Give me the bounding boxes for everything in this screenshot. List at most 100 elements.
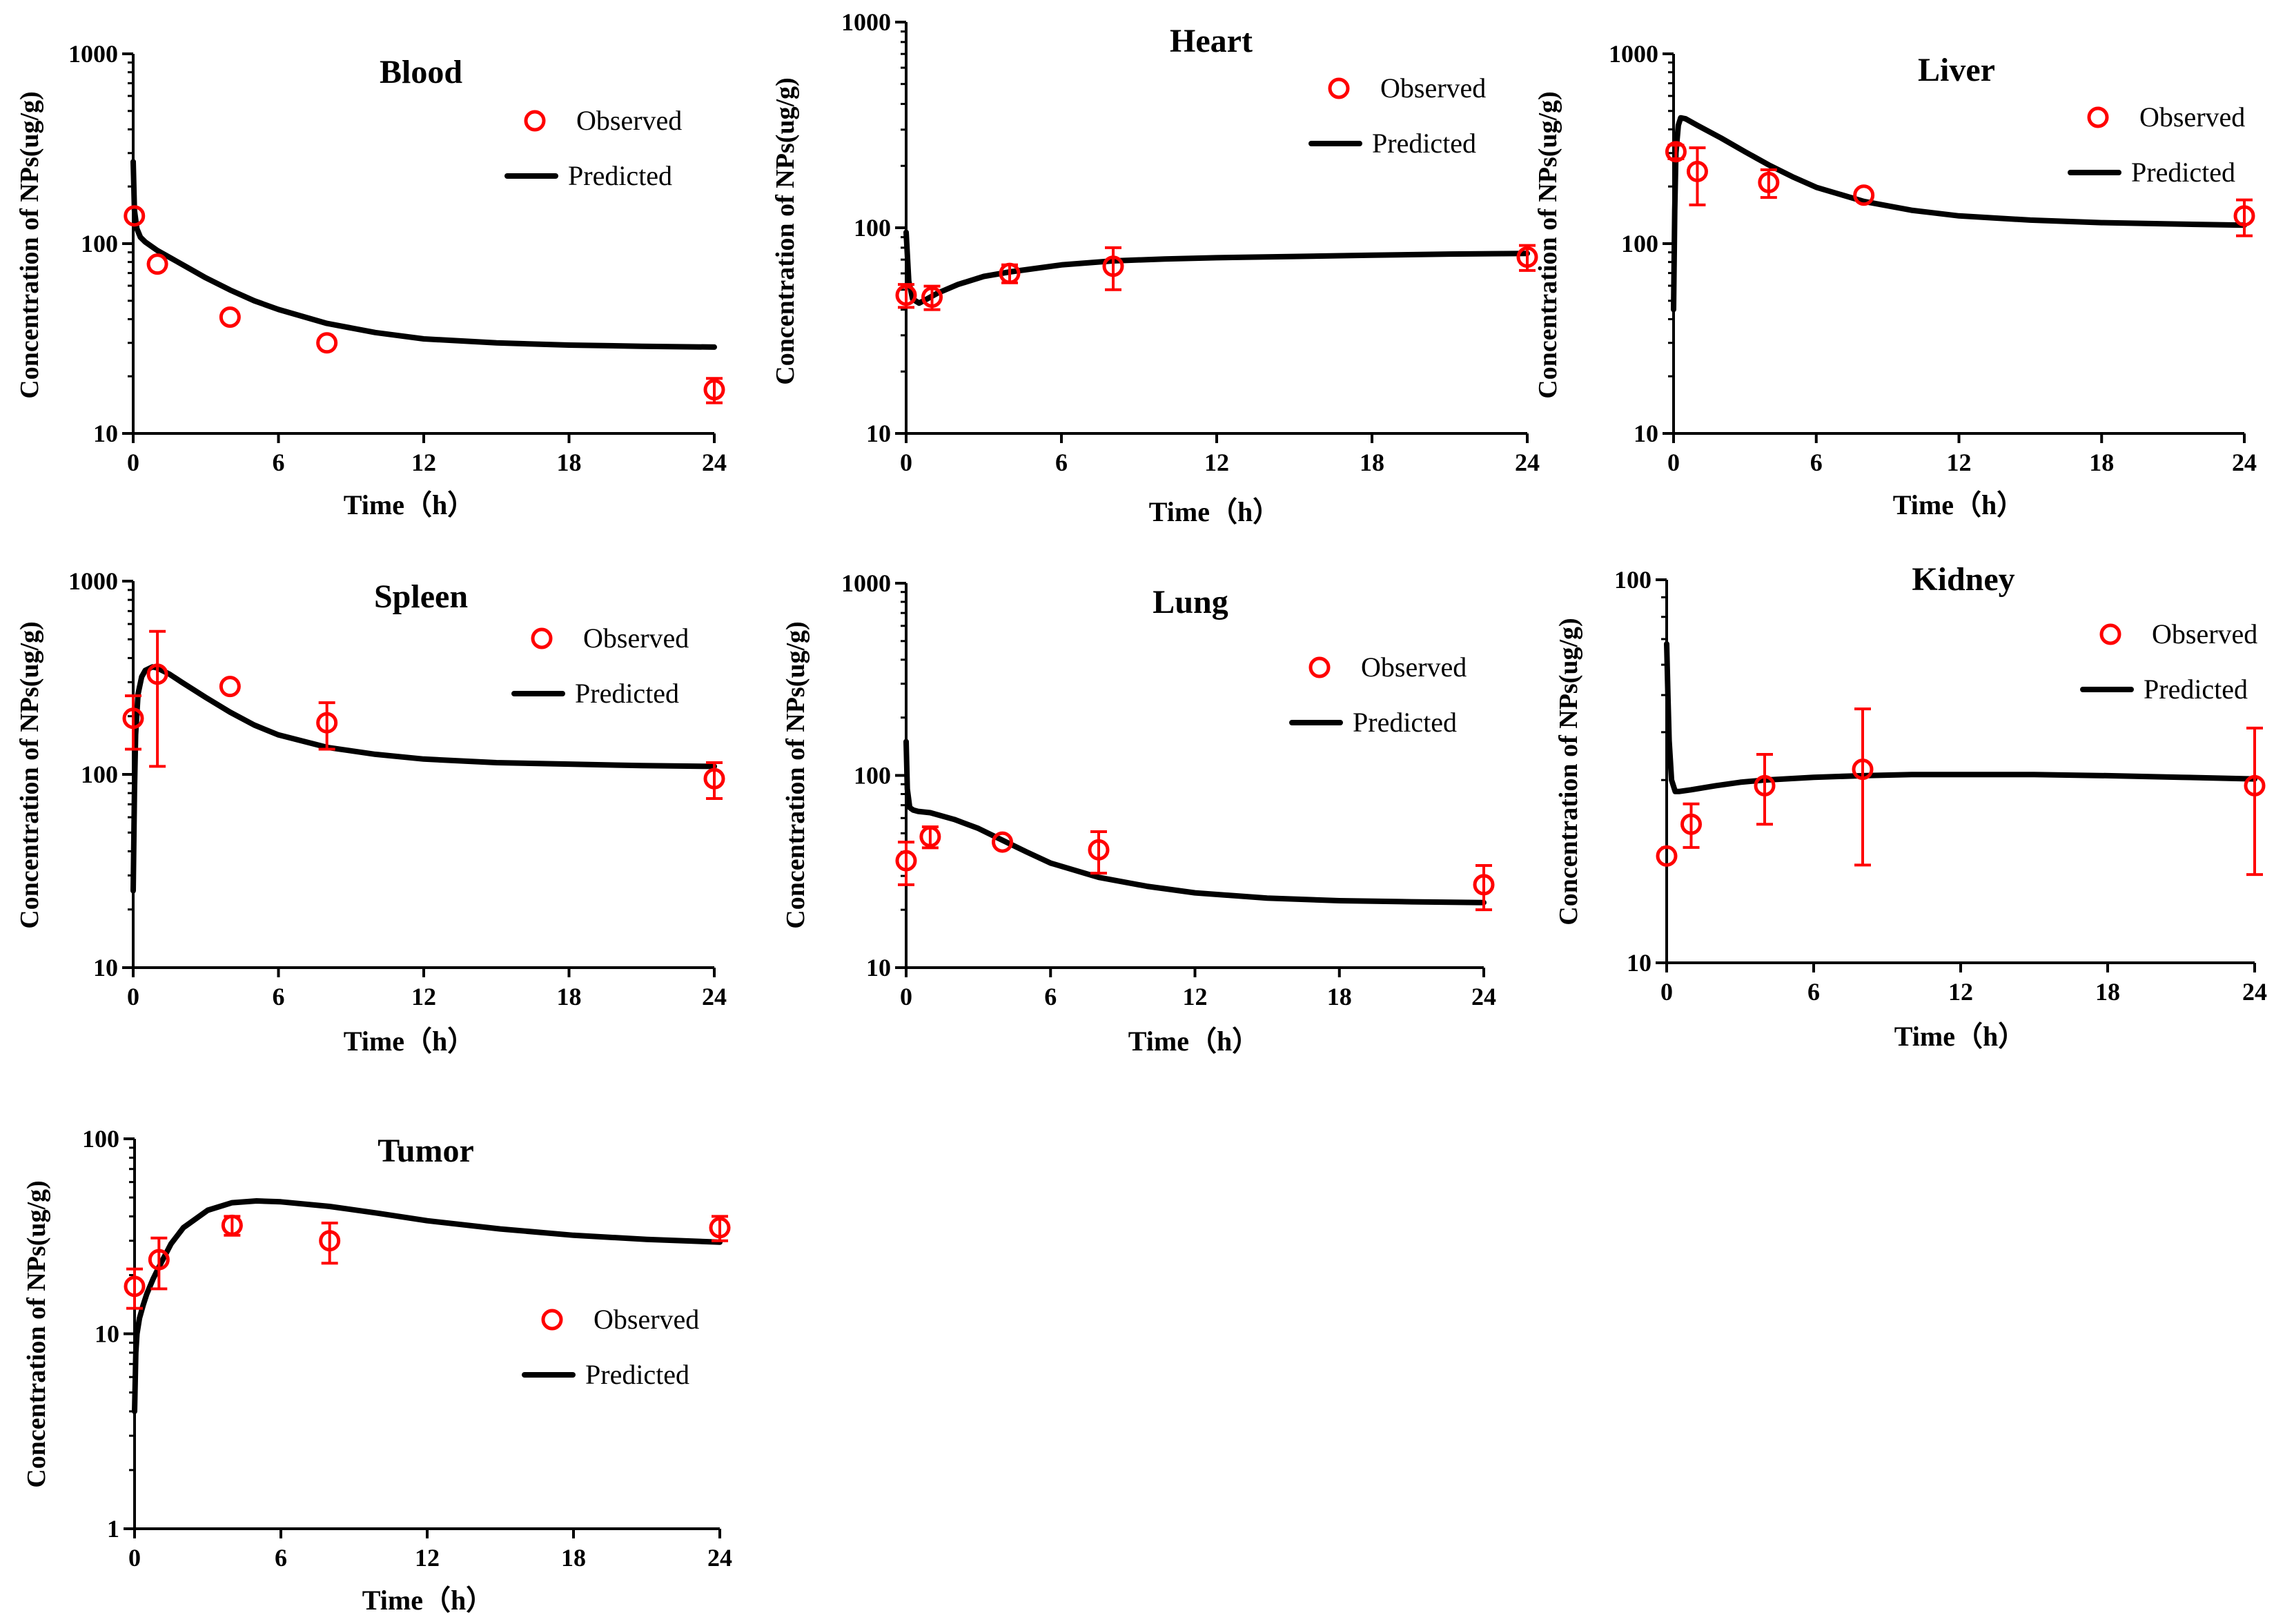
x-axis-label: Time（h） (1128, 1026, 1259, 1057)
x-tick-label: 12 (1204, 449, 1229, 476)
observed-point (1088, 839, 1110, 861)
legend-predicted-label: Predicted (575, 678, 679, 709)
observed-point (219, 306, 241, 328)
legend-observed-marker (1308, 656, 1331, 678)
legend: Observed Predicted (511, 623, 689, 709)
observed-point (1853, 184, 1875, 206)
panel-kidney: 0 6 12 18 24 10 100 Time（h） Concentration of NPs… (1554, 561, 2267, 1052)
panel-spleen: 0 6 12 18 24 10 100 1000 Time（h） Concentration of… (15, 567, 727, 1057)
observed-point (1102, 255, 1124, 277)
x-tick-label: 24 (702, 449, 727, 476)
observed-point (146, 253, 168, 275)
predicted-line (1664, 641, 2257, 794)
x-tick-label: 24 (2232, 449, 2257, 476)
predicted-line (1671, 115, 2247, 313)
observed-point (148, 1249, 170, 1271)
y-tick-label: 10 (93, 420, 118, 447)
y-tick-label: 100 (854, 762, 891, 790)
legend: Observed Predicted (2080, 618, 2257, 705)
predicted-line (903, 229, 1530, 306)
legend-observed-label: Observed (1361, 652, 1467, 683)
x-axis-label: Time（h） (1149, 496, 1280, 527)
panel-title: Liver (1918, 52, 1995, 88)
observed-point (1686, 160, 1708, 182)
observed-point (2244, 774, 2266, 796)
legend: Observed Predicted (2068, 101, 2245, 188)
observed-point (1516, 246, 1538, 268)
y-tick-label: 1000 (841, 569, 891, 597)
x-tick-label: 12 (1947, 449, 1972, 476)
observed-point (895, 850, 917, 872)
x-tick-label: 12 (1948, 978, 1973, 1006)
legend-observed-label: Observed (583, 623, 689, 654)
legend-observed-label: Observed (1380, 72, 1486, 104)
panel-title: Kidney (1912, 561, 2014, 598)
y-tick-label: 100 (854, 214, 891, 242)
observed-point (146, 663, 168, 685)
legend-predicted-label: Predicted (1353, 707, 1457, 738)
observed-point (1680, 813, 1702, 835)
x-tick-label: 12 (411, 983, 436, 1010)
observed-point (703, 379, 725, 401)
x-axis-label: Time（h） (1893, 489, 2024, 520)
observed-point (2233, 205, 2255, 227)
y-tick-label: 10 (866, 954, 891, 981)
legend-predicted-label: Predicted (568, 160, 672, 191)
legend: Observed Predicted (1289, 652, 1467, 738)
x-tick-label: 24 (1515, 449, 1540, 476)
legend-observed-marker (531, 627, 553, 649)
y-tick-label: 1000 (68, 40, 118, 68)
observed-point (919, 825, 941, 848)
predicted-line (903, 738, 1487, 906)
x-tick-label: 6 (275, 1544, 287, 1572)
y-tick-label: 100 (81, 761, 118, 788)
x-tick-label: 18 (2089, 449, 2114, 476)
x-tick-label: 18 (557, 983, 582, 1010)
observed-point (1656, 845, 1678, 867)
x-tick-label: 0 (900, 983, 912, 1010)
y-axis-label: Concentration of NPs(ug/g) (781, 621, 810, 928)
y-tick-label: 10 (93, 954, 118, 981)
legend-predicted-label: Predicted (2144, 674, 2248, 705)
panel-title: Lung (1153, 584, 1228, 620)
y-tick-label: 10 (866, 420, 891, 447)
observed-point (221, 1214, 243, 1236)
panel-title: Tumor (378, 1133, 474, 1169)
legend-predicted-label: Predicted (2131, 157, 2235, 188)
observed-point (122, 707, 144, 730)
x-tick-label: 6 (1807, 978, 1820, 1006)
y-tick-label: 100 (1621, 230, 1658, 257)
legend-observed-label: Observed (2152, 618, 2257, 649)
panel-blood: 0 6 12 18 24 10 100 1000 Time（h） Concentration of… (15, 40, 727, 520)
legend-predicted-label: Predicted (1372, 128, 1476, 159)
legend: Observed Predicted (504, 105, 682, 191)
legend-predicted-label: Predicted (585, 1359, 689, 1390)
x-tick-label: 12 (415, 1544, 440, 1572)
observed-point (316, 332, 338, 354)
y-axis-label: Concentration of NPs(ug/g) (15, 91, 44, 398)
x-tick-label: 12 (1183, 983, 1208, 1010)
observed-point (124, 1275, 146, 1298)
x-tick-label: 0 (900, 449, 912, 476)
predicted-line (132, 1198, 723, 1414)
panel-lung: 0 6 12 18 24 10 100 1000 Time（h） Concentration of… (781, 569, 1496, 1057)
y-axis-label: Concentration of NPs(ug/g) (1533, 91, 1562, 398)
x-tick-label: 24 (707, 1544, 732, 1572)
observed-point (999, 262, 1021, 284)
observed-point (1754, 774, 1776, 796)
panel-tumor: 0 6 12 18 24 1 10 100 Time（h） Concentration of NP… (22, 1125, 732, 1616)
y-tick-label: 100 (82, 1125, 119, 1153)
x-tick-label: 18 (2095, 978, 2120, 1006)
observed-point (1852, 759, 1874, 781)
x-tick-label: 0 (127, 983, 139, 1010)
x-tick-label: 12 (411, 449, 436, 476)
x-tick-label: 18 (1360, 449, 1384, 476)
x-tick-label: 24 (1471, 983, 1496, 1010)
panel-heart: 0 6 12 18 24 10 100 1000 Time（h） Concentration of… (771, 8, 1540, 527)
predicted-line (130, 664, 717, 894)
observed-point (992, 831, 1013, 853)
legend-observed-marker (524, 110, 546, 132)
x-tick-label: 24 (2242, 978, 2267, 1006)
x-tick-label: 0 (1660, 978, 1673, 1006)
